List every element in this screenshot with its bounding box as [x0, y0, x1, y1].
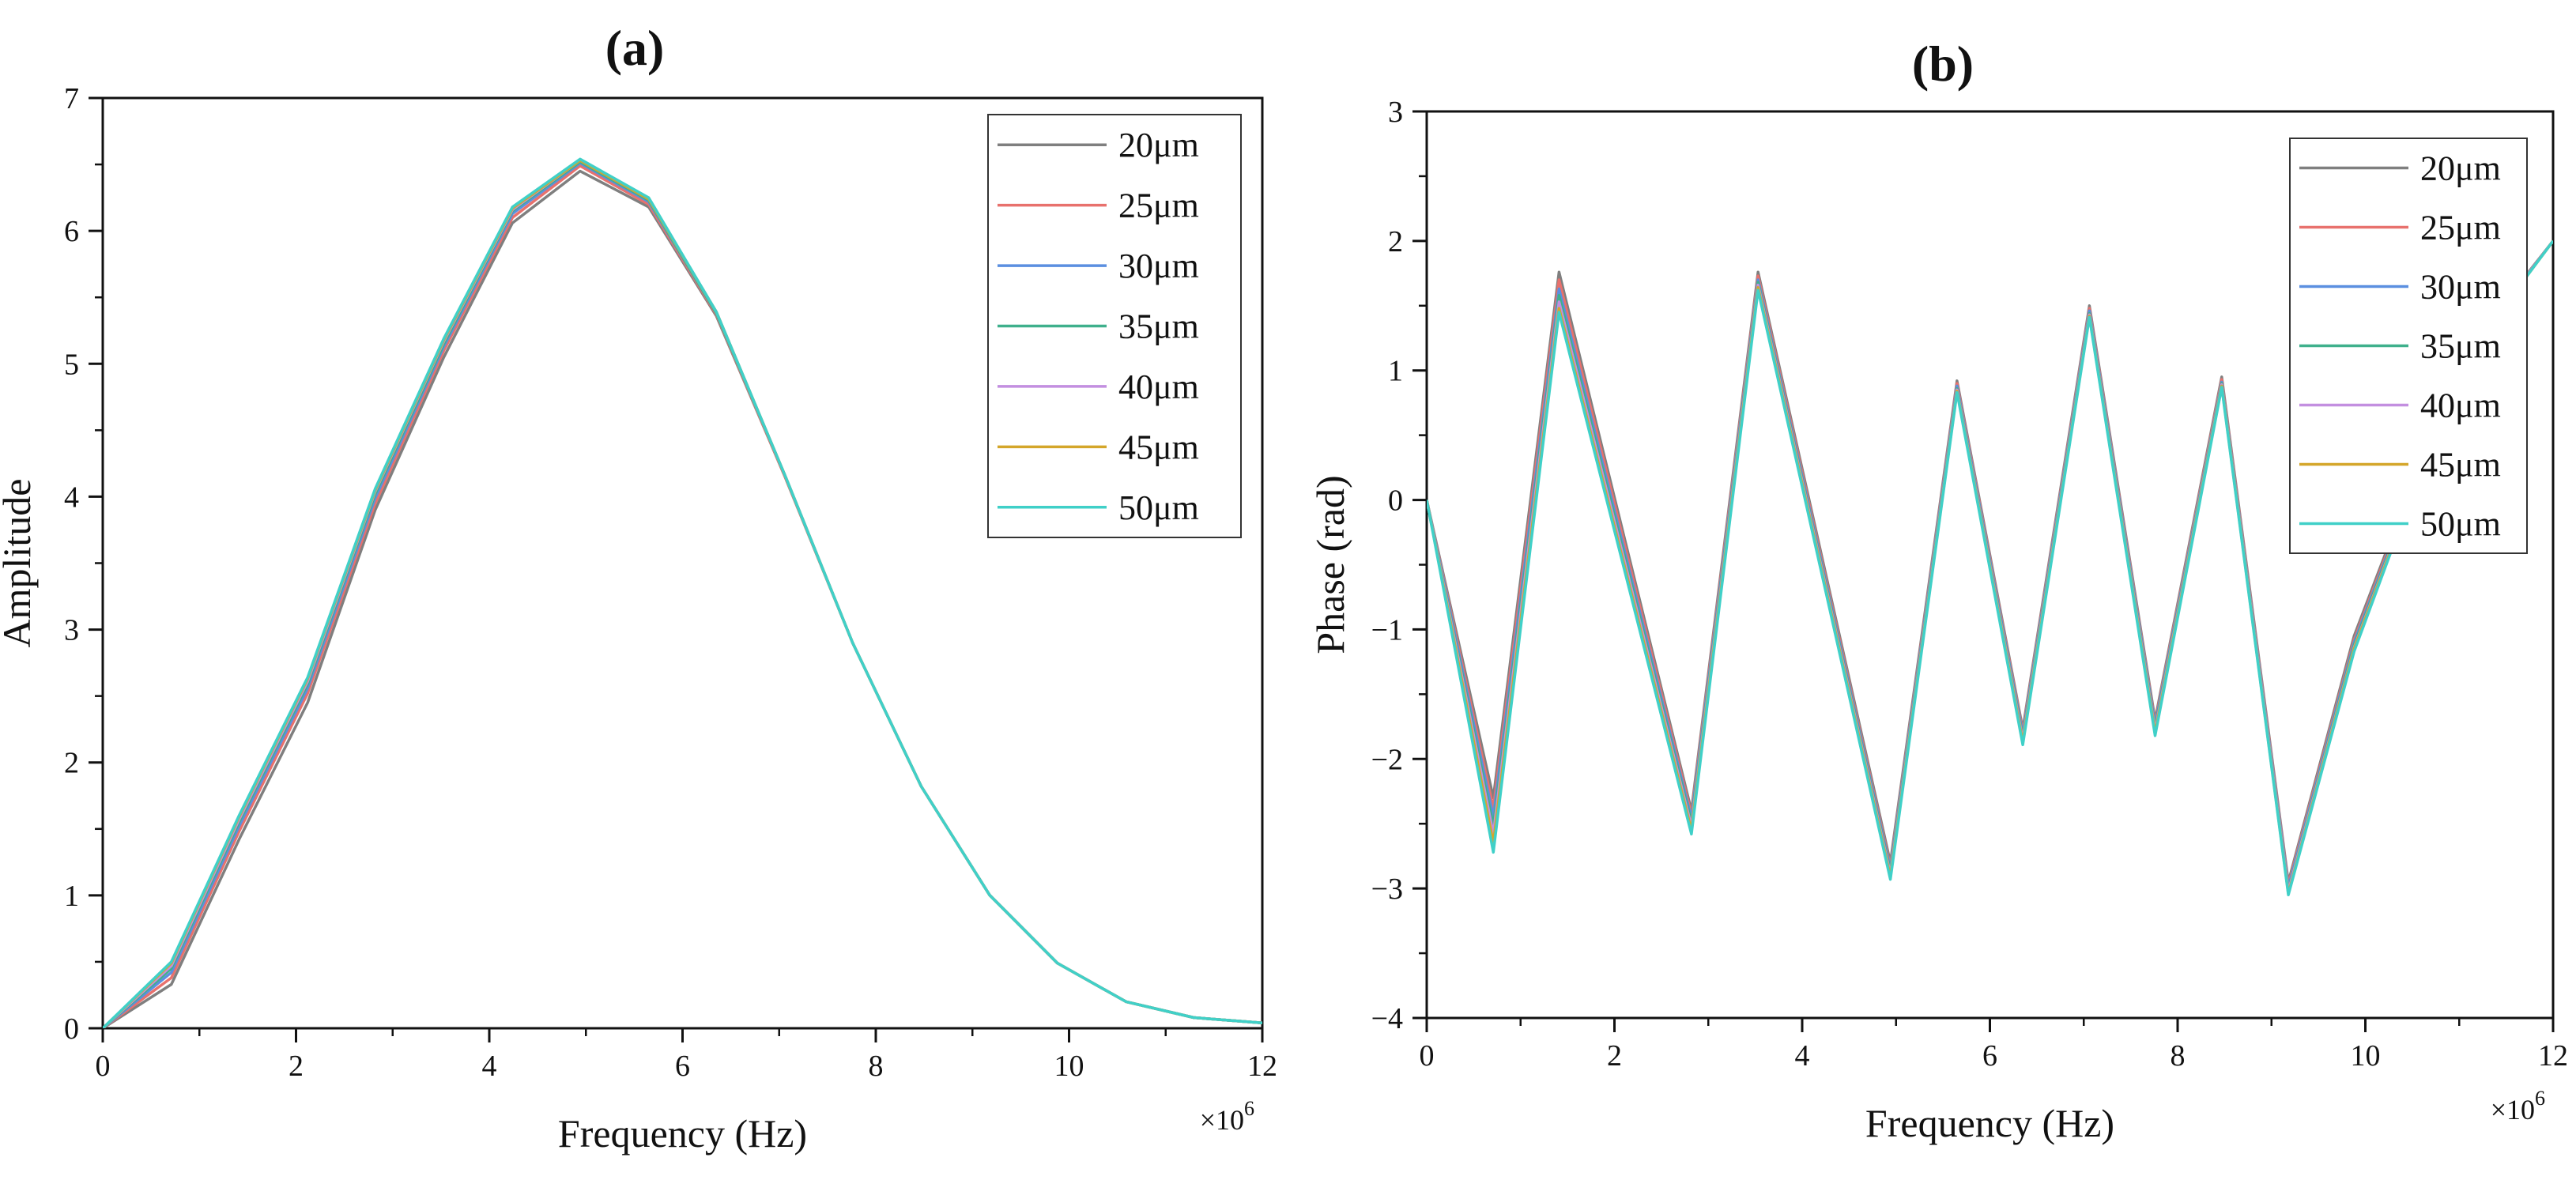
y-tick-label: −1: [1371, 613, 1403, 647]
legend-label: 40μm: [2420, 386, 2501, 425]
series-line-50um: [1427, 239, 2553, 897]
legend: 20μm 25μm 30μm 35μm 40μm 45μm 50μm: [987, 114, 1242, 538]
x-tick-label: 8: [869, 1050, 884, 1083]
legend-label: 20μm: [1118, 126, 1199, 164]
x-multiplier-exponent: 6: [2535, 1087, 2545, 1110]
x-multiplier: ×106: [2491, 1087, 2545, 1125]
y-axis-title: Phase (rad): [1308, 475, 1352, 654]
x-tick-label: 6: [675, 1050, 690, 1083]
x-tick-label: 10: [2351, 1039, 2381, 1073]
y-tick-label: −4: [1371, 1002, 1403, 1035]
x-multiplier-base: ×10: [2491, 1094, 2535, 1125]
y-tick-label: 4: [64, 481, 79, 514]
legend-label: 25μm: [1118, 187, 1199, 225]
x-tick-label: 4: [482, 1050, 497, 1083]
y-tick-label: 2: [64, 747, 79, 780]
y-tick-label: 1: [1388, 355, 1403, 388]
legend-label: 30μm: [2420, 268, 2501, 307]
x-tick-label: 8: [2171, 1039, 2186, 1073]
x-multiplier-base: ×10: [1200, 1104, 1244, 1136]
x-multiplier-exponent: 6: [1244, 1097, 1254, 1120]
legend-label: 40μm: [1118, 368, 1199, 406]
x-tick-label: 2: [289, 1050, 304, 1083]
legend: 20μm 25μm 30μm 35μm 40μm 45μm 50μm: [2289, 138, 2528, 554]
legend-label: 45μm: [2420, 446, 2501, 484]
y-axis-title: Amplitude: [0, 479, 39, 648]
x-tick-label: 10: [1054, 1050, 1084, 1083]
series-group: [103, 157, 1262, 1028]
y-tick-label: −3: [1371, 873, 1403, 906]
legend-label: 35μm: [1118, 307, 1199, 346]
legend-label: 50μm: [1118, 488, 1199, 527]
series-line-50um: [103, 157, 1262, 1028]
legend-label: 45μm: [1118, 428, 1199, 466]
x-tick-label: 4: [1795, 1039, 1810, 1073]
x-tick-label: 12: [1247, 1050, 1277, 1083]
legend-label: 25μm: [2420, 209, 2501, 247]
x-tick-label: 0: [1420, 1039, 1435, 1073]
y-tick-label: 2: [1388, 225, 1403, 258]
x-tick-label: 12: [2538, 1039, 2568, 1073]
legend-label: 30μm: [1118, 247, 1199, 285]
y-tick-label: 5: [64, 348, 79, 381]
panel-label: (b): [1912, 36, 1974, 92]
panel-label: (a): [605, 20, 665, 76]
y-tick-label: 1: [64, 880, 79, 913]
legend-label: 35μm: [2420, 327, 2501, 366]
x-tick-label: 0: [96, 1050, 111, 1083]
y-tick-label: 0: [1388, 484, 1403, 518]
x-axis-title: Frequency (Hz): [1865, 1101, 2114, 1145]
y-tick-label: 3: [64, 614, 79, 647]
y-tick-label: −2: [1371, 743, 1403, 776]
legend-label: 20μm: [2420, 149, 2501, 188]
y-tick-label: 0: [64, 1012, 79, 1046]
y-tick-label: 6: [64, 215, 79, 248]
x-tick-label: 2: [1607, 1039, 1622, 1073]
y-tick-label: 7: [64, 82, 79, 115]
x-axis-title: Frequency (Hz): [558, 1111, 807, 1155]
legend-label: 50μm: [2420, 505, 2501, 544]
x-tick-label: 6: [1982, 1039, 1997, 1073]
x-multiplier: ×106: [1200, 1097, 1254, 1136]
y-tick-label: 3: [1388, 96, 1403, 129]
